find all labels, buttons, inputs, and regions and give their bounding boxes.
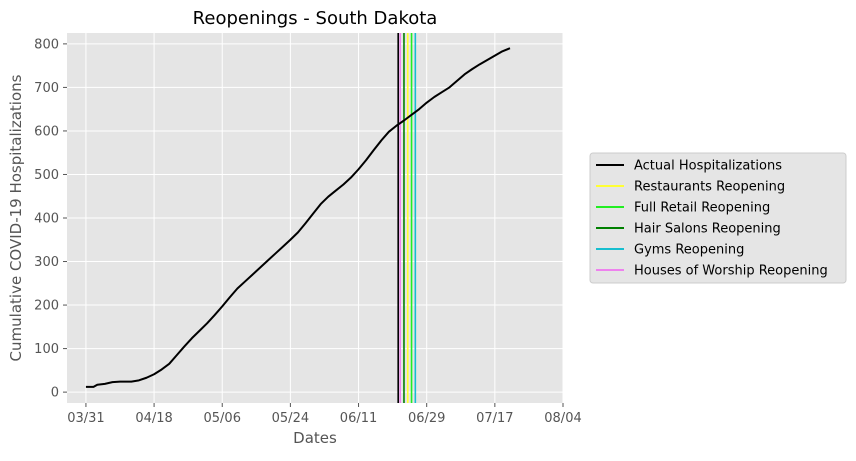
legend-item: Actual Hospitalizations	[596, 159, 782, 174]
chart-title: Reopenings - South Dakota	[193, 8, 438, 29]
x-tick-label: 03/31	[67, 411, 104, 426]
legend-item: Full Retail Reopening	[596, 201, 770, 216]
y-tick-label: 100	[34, 342, 59, 357]
y-tick-label: 0	[51, 386, 59, 401]
legend-item: Houses of Worship Reopening	[596, 264, 828, 279]
legend-label: Houses of Worship Reopening	[634, 264, 828, 279]
legend-item: Gyms Reopening	[596, 243, 744, 258]
legend-items: Actual Hospitalizations Restaurants Reope…	[596, 159, 828, 279]
y-tick-label: 700	[34, 81, 59, 96]
legend-label: Gyms Reopening	[634, 243, 744, 258]
y-tick-label: 800	[34, 37, 59, 52]
x-tick-label: 04/18	[135, 411, 172, 426]
legend-label: Hair Salons Reopening	[634, 222, 781, 237]
legend-item: Hair Salons Reopening	[596, 222, 781, 237]
y-tick-label: 200	[34, 299, 59, 314]
legend-label: Full Retail Reopening	[634, 201, 770, 216]
y-tick-label: 400	[34, 212, 59, 227]
x-tick-label: 05/24	[272, 411, 309, 426]
x-tick-label: 06/11	[340, 411, 377, 426]
grid-lines	[67, 33, 564, 403]
legend-label: Actual Hospitalizations	[634, 159, 782, 174]
legend-label: Restaurants Reopening	[634, 180, 785, 195]
tick-labels: 03/31 04/18 05/06 05/24 06/11 06/29 07/17 08/04…	[34, 37, 582, 426]
x-tick-label: 05/06	[204, 411, 241, 426]
x-axis-label: Dates	[293, 429, 337, 447]
y-tick-label: 600	[34, 124, 59, 139]
y-tick-label: 300	[34, 255, 59, 270]
actual-hospitalizations-line	[85, 47, 511, 388]
y-tick-label: 500	[34, 168, 59, 183]
y-axis-label: Cumulative COVID-19 Hospitalizations	[7, 74, 25, 361]
series-lines	[85, 47, 511, 388]
legend: Actual Hospitalizations Restaurants Reope…	[589, 152, 847, 284]
reopening-lines	[397, 33, 417, 403]
legend-box	[589, 152, 847, 284]
legend-item: Restaurants Reopening	[596, 180, 785, 195]
x-tick-label: 08/04	[544, 411, 581, 426]
x-tick-label: 07/17	[476, 411, 513, 426]
x-tick-label: 06/29	[408, 411, 445, 426]
